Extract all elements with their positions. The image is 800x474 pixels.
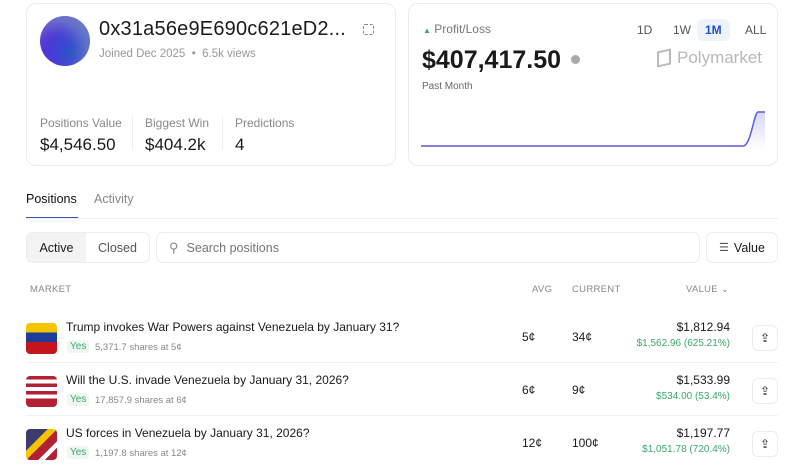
outcome-badge: Yes [67,340,90,353]
stat-value: $404.2k [145,135,206,154]
shares-info: 5,371.7 shares at 5¢ [95,342,182,353]
sort-button[interactable]: ☰ Value [706,232,778,263]
market-title[interactable]: Will the U.S. invade Venezuela by Januar… [66,373,349,387]
timeframe-1w[interactable]: 1W [673,23,691,37]
share-button[interactable]: ⇪ [752,431,778,457]
market-title[interactable]: US forces in Venezuela by January 31, 20… [66,426,310,440]
shares-info: 1,197.8 shares at 12¢ [95,448,187,459]
pnl-label: Profit/Loss [434,22,491,36]
timeframe-1m[interactable]: 1M [697,19,730,41]
row-divider [26,415,778,416]
current-price: 100¢ [572,436,599,450]
divider [222,116,223,150]
search-box[interactable]: ⚲ [156,232,700,263]
position-value: $1,812.94 [676,320,730,334]
position-row[interactable]: US forces in Venezuela by January 31, 20… [26,421,778,474]
avg-price: 12¢ [522,436,543,450]
stat-label: Biggest Win [145,116,210,130]
avg-price: 5¢ [522,330,536,344]
period-label: Past Month [422,81,473,92]
timeframe-1d[interactable]: 1D [637,23,653,37]
current-price: 9¢ [572,383,586,397]
search-input[interactable] [186,240,699,255]
sort-label: Value [733,240,765,255]
position-pnl: $1,562.96 (625.21%) [636,338,730,349]
info-icon[interactable] [571,55,580,64]
column-current: CURRENT [572,284,621,295]
sort-icon: ☰ [719,242,729,254]
row-divider [26,362,778,363]
brand-name: Polymarket [677,48,763,67]
column-value-label: VALUE [686,284,718,295]
stat-label: Positions Value [40,116,122,130]
avg-price: 6¢ [522,383,536,397]
market-thumbnail [26,323,57,354]
position-row[interactable]: Trump invokes War Powers against Venezue… [26,315,778,368]
avatar [40,16,90,66]
chevron-down-icon: ⌄ [720,284,730,295]
stat-label: Predictions [235,116,295,130]
outcome-badge: Yes [67,446,90,459]
current-price: 34¢ [572,330,593,344]
position-pnl: $534.00 (53.4%) [656,391,730,402]
column-market: MARKET [30,284,72,295]
pnl-card: ▲ Profit/Loss 1D 1W 1M ALL $407,417.50 P… [408,3,778,166]
polymarket-icon [657,48,671,68]
outcome-badge: Yes [67,393,90,406]
stat-predictions: Predictions 4 [235,116,294,155]
column-avg: AVG [532,284,553,295]
stat-positions-value: Positions Value $4,546.50 [40,116,122,155]
profile-meta: Joined Dec 2025 • 6.5k views [99,48,256,60]
share-button[interactable]: ⇪ [752,378,778,404]
tabs-divider [26,218,778,219]
joined-date: Joined Dec 2025 [99,48,186,60]
share-icon: ⇪ [759,437,771,451]
sparkline-line [421,111,765,147]
sparkline-area [743,112,765,149]
search-icon: ⚲ [169,239,179,255]
share-button[interactable]: ⇪ [752,325,778,351]
position-value: $1,533.99 [676,373,730,387]
position-row[interactable]: Will the U.S. invade Venezuela by Januar… [26,368,778,421]
divider [132,116,133,150]
status-toggle: Active Closed [26,232,150,263]
polymarket-logo: Polymarket [657,48,762,68]
profile-name: 0x31a56e9E690c621eD2... [99,18,347,40]
position-pnl: $1,051.78 (720.4%) [642,444,730,455]
stat-value: 4 [235,135,245,154]
view-count: 6.5k views [202,48,256,60]
stat-value: $4,546.50 [40,135,116,154]
tab-activity[interactable]: Activity [94,192,134,206]
market-thumbnail [26,376,57,407]
shares-info: 17,857.9 shares at 6¢ [95,395,187,406]
pnl-value: $407,417.50 [422,46,562,74]
pnl-header: ▲ Profit/Loss [423,22,491,36]
closed-button[interactable]: Closed [98,240,137,255]
share-icon: ⇪ [759,384,771,398]
profile-card: 0x31a56e9E690c621eD2... Joined Dec 2025 … [26,3,396,166]
column-value[interactable]: VALUE ⌄ [686,284,729,295]
position-value: $1,197.77 [676,426,730,440]
pnl-sparkline [421,111,765,149]
share-icon: ⇪ [759,331,771,345]
timeframe-all[interactable]: ALL [745,23,767,37]
active-button[interactable]: Active [27,233,86,262]
market-title[interactable]: Trump invokes War Powers against Venezue… [66,320,400,334]
qr-scan-icon[interactable] [363,24,374,35]
stat-biggest-win: Biggest Win $404.2k [145,116,209,155]
market-thumbnail [26,429,57,460]
tab-positions[interactable]: Positions [26,192,77,206]
triangle-up-icon: ▲ [423,26,431,35]
